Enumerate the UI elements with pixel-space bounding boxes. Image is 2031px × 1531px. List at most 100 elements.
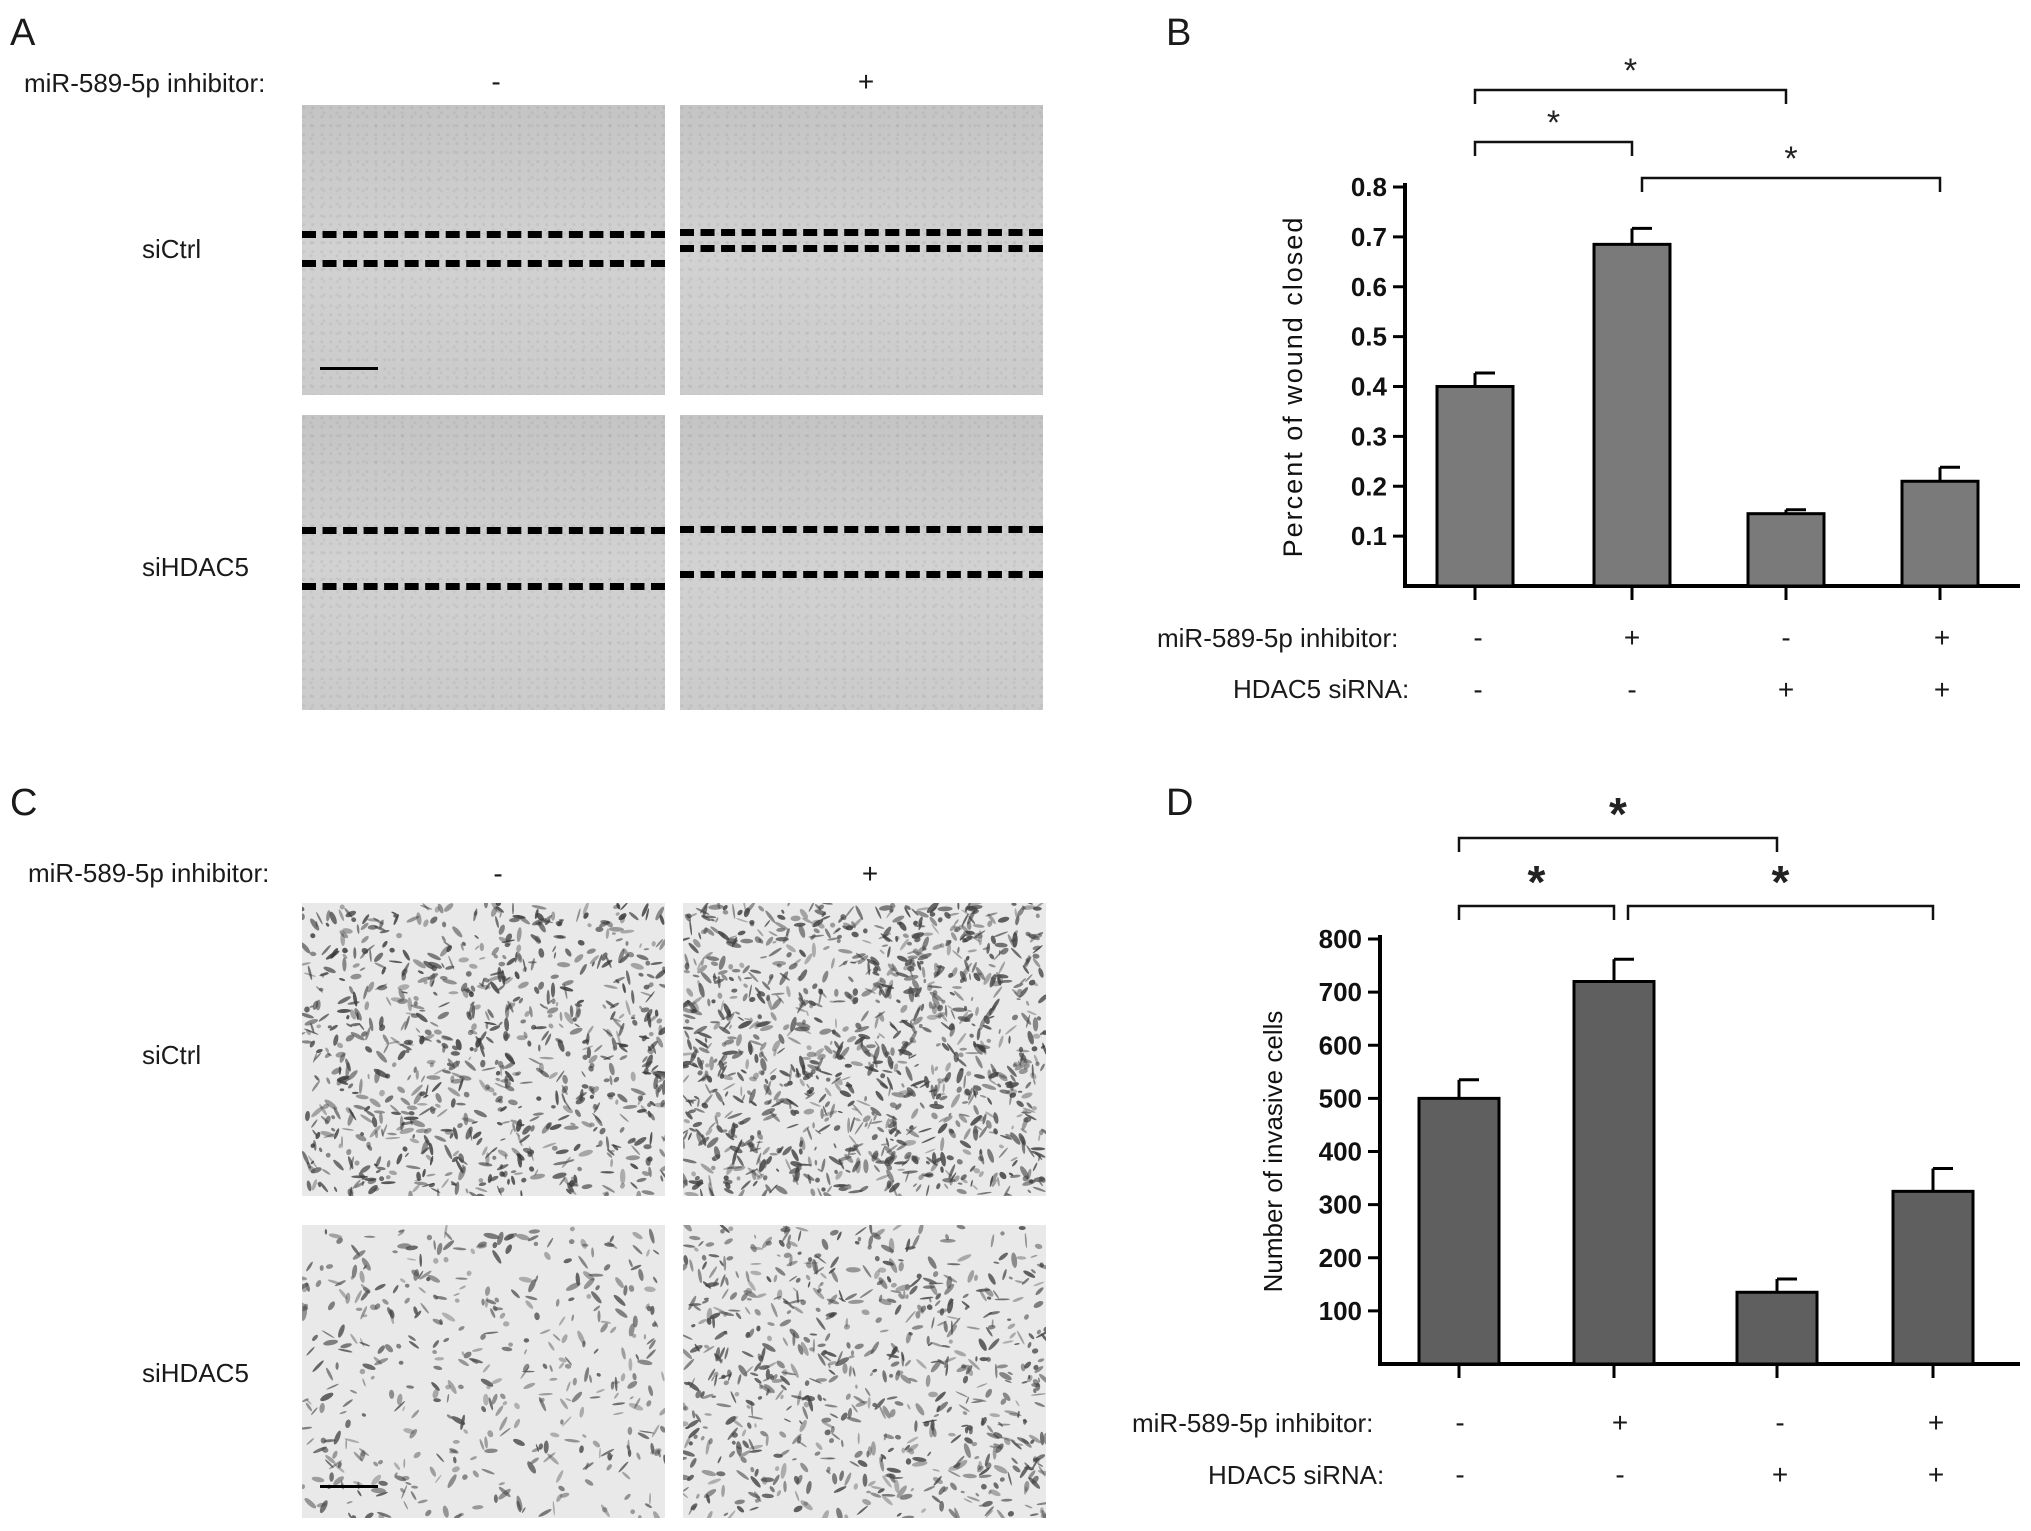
stained-cell <box>864 1349 875 1357</box>
stained-cell <box>760 1430 768 1437</box>
stained-cell <box>887 1121 897 1129</box>
stained-cell <box>643 1009 653 1022</box>
wound-image-sictrl-plus <box>680 105 1043 395</box>
stained-cell <box>900 1004 908 1013</box>
stained-cell <box>309 951 317 957</box>
stained-cell <box>537 1044 541 1052</box>
stained-cell <box>856 1100 871 1107</box>
stained-cell <box>795 1022 811 1029</box>
stained-cell <box>1011 1440 1022 1450</box>
stained-cell <box>786 928 790 936</box>
stained-cell <box>570 1122 576 1126</box>
stained-cell <box>1027 1189 1032 1194</box>
stained-cell <box>1025 958 1030 963</box>
stained-cell <box>782 1337 789 1347</box>
stained-cell <box>908 986 915 1003</box>
stained-cell <box>332 1450 338 1459</box>
stained-cell <box>429 1466 437 1477</box>
stained-cell <box>433 1258 439 1264</box>
stained-cell <box>891 1092 906 1098</box>
stained-cell <box>999 1372 1012 1381</box>
stained-cell <box>919 1296 934 1300</box>
stained-cell <box>661 1371 665 1382</box>
stained-cell <box>824 928 831 939</box>
panel-b-sirna-sign-1: - <box>1473 674 1483 705</box>
stained-cell <box>853 1483 859 1490</box>
stained-cell <box>364 1001 370 1011</box>
stained-cell <box>573 1143 581 1151</box>
stained-cell <box>409 1138 420 1144</box>
stained-cell <box>907 1404 911 1410</box>
stained-cell <box>770 1012 777 1021</box>
stained-cell <box>905 1310 916 1323</box>
stained-cell <box>915 1311 921 1319</box>
stained-cell <box>359 1342 370 1347</box>
stained-cell <box>336 1237 343 1244</box>
stained-cell <box>963 930 972 937</box>
stained-cell <box>481 1146 488 1156</box>
stained-cell <box>492 1092 497 1096</box>
stained-cell <box>419 1091 426 1097</box>
stained-cell <box>637 1095 643 1102</box>
stained-cell <box>770 1302 778 1318</box>
stained-cell <box>348 1512 352 1518</box>
stained-cell <box>871 1134 878 1141</box>
stained-cell <box>955 1459 968 1470</box>
stained-cell <box>683 1348 693 1360</box>
stained-cell <box>625 941 629 946</box>
stained-cell <box>804 1380 810 1386</box>
stained-cell <box>349 1009 357 1020</box>
stained-cell <box>700 1435 705 1441</box>
panel-c-col-plus: + <box>861 858 879 889</box>
stained-cell <box>846 1342 851 1349</box>
stained-cell <box>522 1125 531 1135</box>
stained-cell <box>630 962 644 970</box>
stained-cell <box>306 1029 311 1036</box>
stained-cell <box>932 990 938 996</box>
stained-cell <box>942 1177 956 1183</box>
stained-cell <box>491 1393 498 1405</box>
stained-cell <box>835 1072 843 1078</box>
stained-cell <box>534 986 540 994</box>
stained-cell <box>719 1260 724 1267</box>
stained-cell <box>909 1037 917 1044</box>
stained-cell <box>562 1105 573 1114</box>
significance-bracket <box>1626 904 1935 920</box>
stained-cell <box>713 1058 718 1063</box>
stained-cell <box>429 1062 435 1068</box>
stained-cell <box>717 1068 722 1077</box>
stained-cell <box>339 1410 347 1415</box>
stained-cell <box>844 1293 858 1301</box>
stained-cell <box>828 1155 842 1166</box>
stained-cell <box>940 1022 952 1031</box>
stained-cell <box>335 1362 339 1370</box>
stained-cell <box>358 1448 370 1456</box>
stained-cell <box>609 1075 613 1086</box>
stained-cell <box>513 1438 525 1446</box>
stained-cell <box>737 909 743 916</box>
wound-edge-upper <box>680 229 1043 236</box>
stained-cell <box>543 1452 556 1463</box>
y-tick-label: 0.3 <box>1351 421 1387 451</box>
scale-bar <box>320 1485 378 1488</box>
stained-cell <box>549 1364 553 1373</box>
stained-cell <box>480 1059 486 1068</box>
stained-cell <box>647 1049 654 1055</box>
stained-cell <box>683 1158 697 1164</box>
stained-cell <box>486 1299 497 1305</box>
stained-cell <box>498 1486 511 1498</box>
stained-cell <box>549 1377 558 1381</box>
stained-cell <box>369 1125 381 1138</box>
stained-cell <box>312 1129 318 1137</box>
stained-cell <box>589 1122 595 1127</box>
stained-cell <box>577 1330 585 1345</box>
stained-cell <box>813 1002 823 1008</box>
stained-cell <box>567 1159 575 1163</box>
stained-cell <box>472 1470 479 1478</box>
stained-cell <box>766 1276 772 1283</box>
stained-cell <box>1033 982 1038 987</box>
stained-cell <box>576 908 581 923</box>
stained-cell <box>344 1438 360 1443</box>
stained-cell <box>475 1187 488 1193</box>
stained-cell <box>359 1270 365 1283</box>
